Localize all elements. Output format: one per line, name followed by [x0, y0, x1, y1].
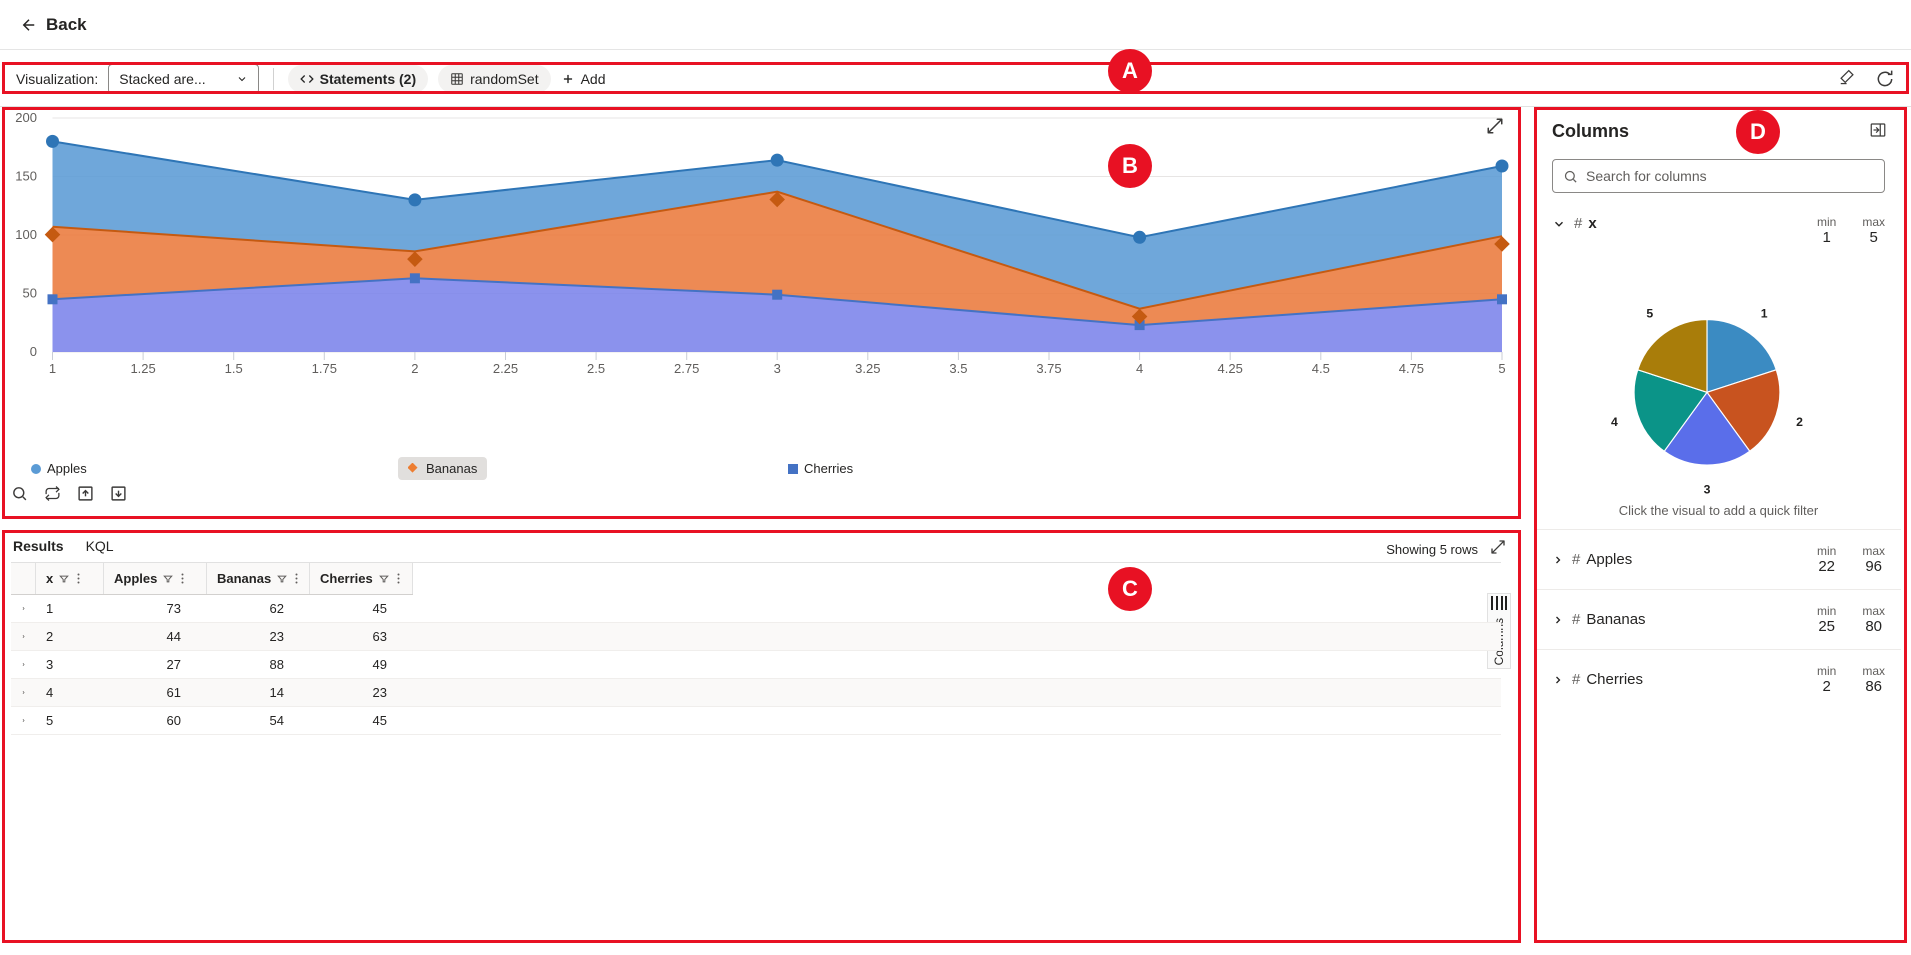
svg-text:3.5: 3.5 — [949, 361, 967, 376]
svg-text:4: 4 — [1136, 361, 1143, 376]
svg-text:1.25: 1.25 — [130, 361, 155, 376]
svg-text:2.75: 2.75 — [674, 361, 699, 376]
svg-text:200: 200 — [15, 111, 37, 125]
svg-text:100: 100 — [15, 227, 37, 242]
svg-text:1.75: 1.75 — [312, 361, 337, 376]
svg-text:1.5: 1.5 — [225, 361, 243, 376]
svg-text:2: 2 — [1796, 415, 1803, 429]
svg-text:2: 2 — [411, 361, 418, 376]
svg-text:1: 1 — [49, 361, 56, 376]
svg-text:3.25: 3.25 — [855, 361, 880, 376]
svg-text:1: 1 — [1761, 306, 1768, 320]
svg-text:4: 4 — [1611, 415, 1618, 429]
svg-text:2.25: 2.25 — [493, 361, 518, 376]
svg-text:150: 150 — [15, 169, 37, 184]
svg-text:4.75: 4.75 — [1399, 361, 1424, 376]
svg-text:5: 5 — [1646, 306, 1653, 320]
svg-text:4.25: 4.25 — [1218, 361, 1243, 376]
svg-text:3.75: 3.75 — [1036, 361, 1061, 376]
svg-text:50: 50 — [23, 286, 37, 301]
svg-text:5: 5 — [1498, 361, 1505, 376]
svg-text:4.5: 4.5 — [1312, 361, 1330, 376]
svg-text:3: 3 — [774, 361, 781, 376]
svg-text:0: 0 — [30, 344, 37, 359]
svg-text:2.5: 2.5 — [587, 361, 605, 376]
svg-text:3: 3 — [1704, 482, 1711, 495]
